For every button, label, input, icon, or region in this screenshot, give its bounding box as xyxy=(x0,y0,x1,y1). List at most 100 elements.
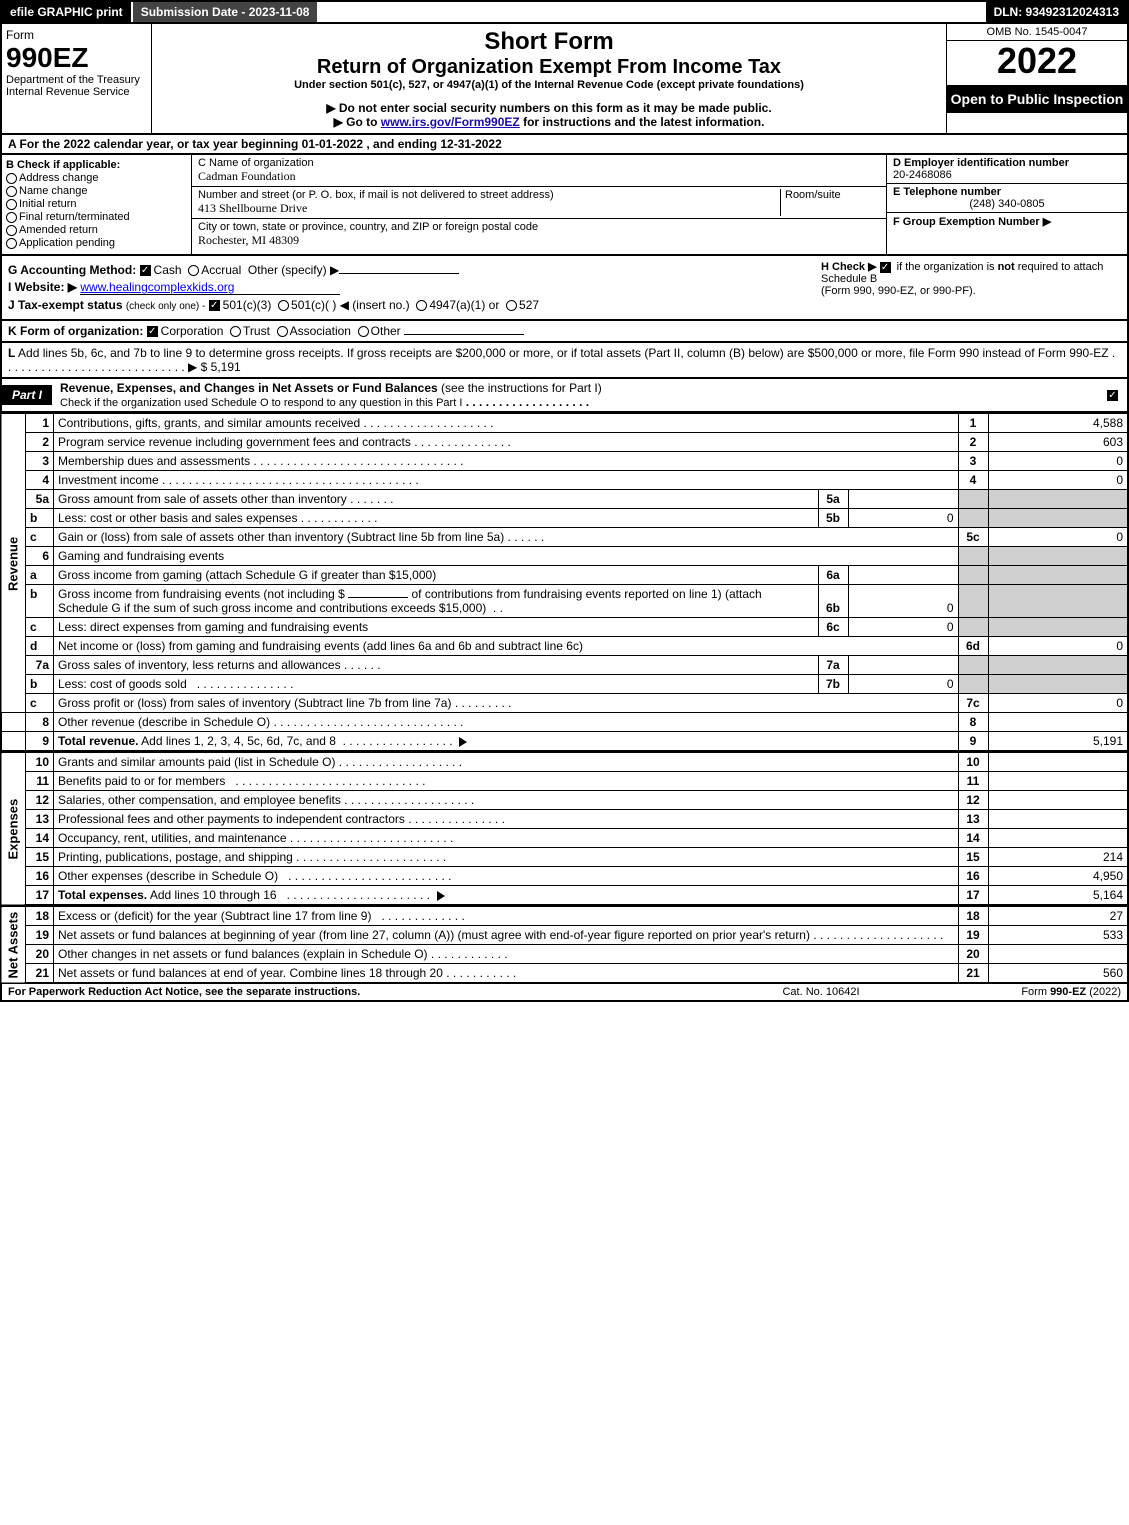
chk-accrual[interactable] xyxy=(188,265,199,276)
line-1-value: 4,588 xyxy=(988,414,1128,433)
line-16: 16Other expenses (describe in Schedule O… xyxy=(1,867,1128,886)
line-9-value: 5,191 xyxy=(988,732,1128,752)
line-5a: 5aGross amount from sale of assets other… xyxy=(1,490,1128,509)
e-label: E Telephone number xyxy=(893,186,1001,198)
line-19: 19Net assets or fund balances at beginni… xyxy=(1,926,1128,945)
line-16-value: 4,950 xyxy=(988,867,1128,886)
527-label: 527 xyxy=(519,298,539,312)
line-18-value: 27 xyxy=(988,907,1128,926)
assoc-label: Association xyxy=(290,324,351,338)
part1-header: Part I Revenue, Expenses, and Changes in… xyxy=(0,379,1129,413)
part1-tab: Part I xyxy=(2,385,52,405)
top-bar: efile GRAPHIC print Submission Date - 20… xyxy=(0,0,1129,24)
accrual-label: Accrual xyxy=(201,263,241,277)
return-title: Return of Organization Exempt From Incom… xyxy=(156,56,942,79)
form-ref: Form 990-EZ (2022) xyxy=(921,986,1121,998)
other-specify-input[interactable] xyxy=(339,273,459,274)
chk-final-return[interactable]: Final return/terminated xyxy=(6,211,187,223)
line-11-value xyxy=(988,772,1128,791)
other-org-input[interactable] xyxy=(404,334,524,335)
chk-amended-return[interactable]: Amended return xyxy=(6,224,187,236)
do-not-ssn: ▶ Do not enter social security numbers o… xyxy=(156,101,942,115)
topbar-spacer xyxy=(317,2,985,22)
col-b: B Check if applicable: Address change Na… xyxy=(2,155,192,254)
b-header: B Check if applicable: xyxy=(6,159,187,171)
chk-other-org[interactable] xyxy=(358,326,369,337)
c-city-label: City or town, state or province, country… xyxy=(198,221,880,233)
goto-post: for instructions and the latest informat… xyxy=(523,115,764,129)
line-9: 9Total revenue. Total revenue. Add lines… xyxy=(1,732,1128,752)
chk-corp[interactable] xyxy=(147,326,158,337)
line-7b: bLess: cost of goods sold . . . . . . . … xyxy=(1,675,1128,694)
expenses-sidelabel: Expenses xyxy=(1,753,26,906)
chk-4947[interactable] xyxy=(416,300,427,311)
h-txt1: if the organization is xyxy=(897,261,998,273)
line-18: Net Assets 18Excess or (deficit) for the… xyxy=(1,907,1128,926)
c-name-row: C Name of organization Cadman Foundation xyxy=(192,155,886,187)
cash-label: Cash xyxy=(154,263,182,277)
j-sub: (check only one) - xyxy=(126,301,205,312)
dept-treasury: Department of the Treasury xyxy=(6,74,147,86)
chk-trust[interactable] xyxy=(230,326,241,337)
line-6a: aGross income from gaming (attach Schedu… xyxy=(1,566,1128,585)
efile-label[interactable]: efile GRAPHIC print xyxy=(2,2,131,22)
row-k: K Form of organization: Corporation Trus… xyxy=(0,321,1129,343)
chk-address-change[interactable]: Address change xyxy=(6,172,187,184)
line-6d: dNet income or (loss) from gaming and fu… xyxy=(1,637,1128,656)
goto-pre: ▶ Go to xyxy=(334,115,381,129)
irs-label: Internal Revenue Service xyxy=(6,86,147,98)
net-assets-table: Net Assets 18Excess or (deficit) for the… xyxy=(0,906,1129,984)
chk-name-change[interactable]: Name change xyxy=(6,185,187,197)
netassets-sidelabel: Net Assets xyxy=(1,907,26,984)
line-2: 2Program service revenue including gover… xyxy=(1,433,1128,452)
line-8-value xyxy=(988,713,1128,732)
triangle-icon xyxy=(459,737,467,747)
h-txt3: (Form 990, 990-EZ, or 990-PF). xyxy=(821,285,976,297)
org-name: Cadman Foundation xyxy=(198,169,880,184)
chk-h[interactable] xyxy=(880,262,891,273)
part1-checkbox[interactable] xyxy=(1107,389,1127,401)
h-not: not xyxy=(998,261,1015,273)
page-footer: For Paperwork Reduction Act Notice, see … xyxy=(0,984,1129,1002)
chk-527[interactable] xyxy=(506,300,517,311)
line-15: 15Printing, publications, postage, and s… xyxy=(1,848,1128,867)
j-label: J Tax-exempt status xyxy=(8,298,123,312)
revenue-sidelabel: Revenue xyxy=(1,414,26,713)
line-13-value xyxy=(988,810,1128,829)
line-7a: 7aGross sales of inventory, less returns… xyxy=(1,656,1128,675)
c-city-row: City or town, state or province, country… xyxy=(192,219,886,250)
insert-no-label: ) ◀ (insert no.) xyxy=(332,298,409,312)
c-street-label: Number and street (or P. O. box, if mail… xyxy=(198,189,554,201)
chk-initial-return[interactable]: Initial return xyxy=(6,198,187,210)
line-14-value xyxy=(988,829,1128,848)
chk-application-pending[interactable]: Application pending xyxy=(6,237,187,249)
chk-501c[interactable] xyxy=(278,300,289,311)
line-13: 13Professional fees and other payments t… xyxy=(1,810,1128,829)
row-h: H Check ▶ if the organization is not req… xyxy=(821,260,1121,297)
chk-assoc[interactable] xyxy=(277,326,288,337)
line-7c-value: 0 xyxy=(988,694,1128,713)
expenses-table: Expenses 10Grants and similar amounts pa… xyxy=(0,752,1129,906)
line-10: Expenses 10Grants and similar amounts pa… xyxy=(1,753,1128,772)
website-link[interactable]: www.healingcomplexkids.org xyxy=(80,280,234,294)
paperwork-notice: For Paperwork Reduction Act Notice, see … xyxy=(8,986,721,998)
chk-501c3[interactable] xyxy=(209,300,220,311)
ghij-block: G Accounting Method: Cash Accrual Other … xyxy=(0,256,1129,321)
chk-cash[interactable] xyxy=(140,265,151,276)
submission-date: Submission Date - 2023-11-08 xyxy=(131,2,318,22)
line-6: 6Gaming and fundraising events xyxy=(1,547,1128,566)
org-city: Rochester, MI 48309 xyxy=(198,233,880,248)
l-amt-label: ▶ $ xyxy=(188,360,207,374)
part1-chk-text: Check if the organization used Schedule … xyxy=(60,397,462,409)
goto-link[interactable]: www.irs.gov/Form990EZ xyxy=(381,115,520,129)
identity-block: B Check if applicable: Address change Na… xyxy=(0,155,1129,256)
other-specify-label: Other (specify) ▶ xyxy=(248,263,339,277)
line-20-value xyxy=(988,945,1128,964)
cat-no: Cat. No. 10642I xyxy=(721,986,921,998)
row-a-text: A For the 2022 calendar year, or tax yea… xyxy=(8,137,502,151)
l-label: L xyxy=(8,346,15,360)
line-4-value: 0 xyxy=(988,471,1128,490)
e-phone-row: E Telephone number (248) 340-0805 xyxy=(887,184,1127,213)
line-21-value: 560 xyxy=(988,964,1128,984)
room-label: Room/suite xyxy=(785,189,841,201)
